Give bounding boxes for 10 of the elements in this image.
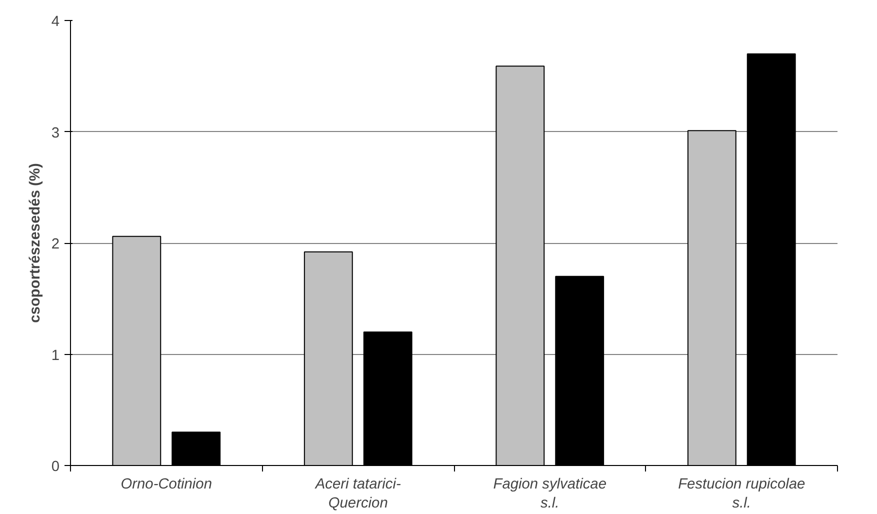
- x-tick-label: Aceri tatarici- Quercion: [314, 476, 401, 512]
- y-tick-label: 0: [51, 459, 60, 475]
- y-tick-label: 3: [51, 125, 60, 142]
- y-tick-label: 1: [51, 348, 60, 364]
- y-tick-label: 2: [51, 236, 60, 252]
- x-tick-label: Festucion rupicolae s.l.: [678, 476, 806, 512]
- x-tick-label: Orno-Cotinion: [120, 476, 212, 492]
- y-axis-title: csoportrészesedés (%): [27, 163, 44, 323]
- y-tick-label: 4: [51, 14, 60, 30]
- x-tick-label: Fagion sylvaticae s.l.: [493, 476, 607, 512]
